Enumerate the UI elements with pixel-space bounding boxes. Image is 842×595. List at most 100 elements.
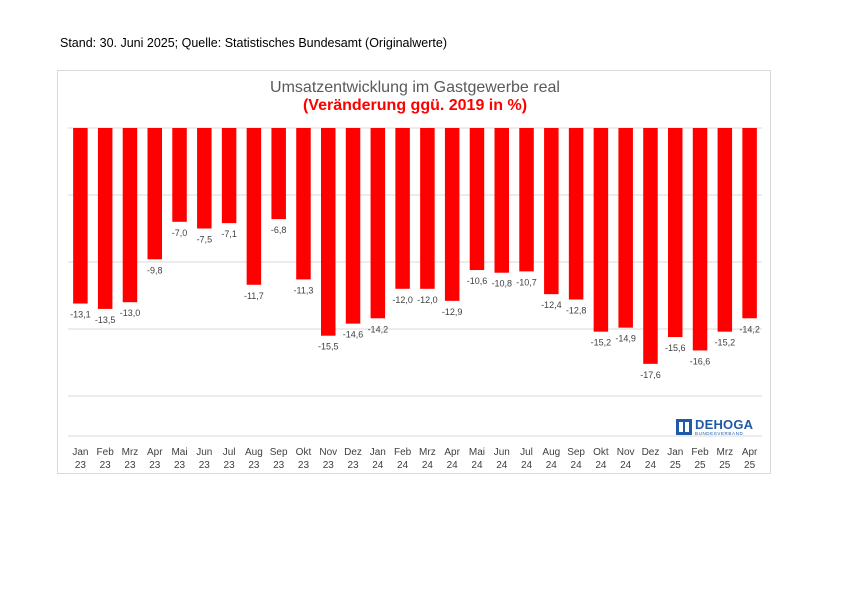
bar-mrz-23 [122, 128, 138, 303]
bar-jan-25 [668, 128, 683, 338]
x-tick-year: 24 [571, 460, 583, 471]
bar-apr-23 [147, 128, 162, 260]
data-label: -14,2 [368, 324, 389, 334]
data-label: -9,8 [147, 265, 163, 275]
bar-feb-24 [395, 128, 410, 289]
logo-subtitle: BUNDESVERBAND [695, 430, 744, 436]
bar-feb-23 [97, 128, 113, 309]
data-label: -10,8 [491, 279, 512, 289]
x-tick-month: Jun [494, 447, 510, 458]
data-label: -15,6 [665, 343, 686, 353]
bar-sep-23 [271, 128, 286, 220]
data-label: -16,6 [690, 356, 711, 366]
x-tick-month: Jun [196, 447, 212, 458]
x-tick-month: Aug [245, 447, 263, 458]
x-tick-year: 24 [546, 460, 558, 471]
x-tick-year: 24 [397, 460, 409, 471]
x-tick-month: Apr [444, 447, 460, 458]
x-tick-month: Sep [270, 447, 288, 458]
x-tick-year: 24 [521, 460, 533, 471]
bar-mai-24 [469, 128, 485, 271]
bar-dez-24 [643, 128, 658, 364]
x-tick-month: Apr [742, 447, 758, 458]
x-tick-year: 24 [422, 460, 434, 471]
x-tick-year: 23 [199, 460, 211, 471]
x-tick-year: 24 [645, 460, 657, 471]
x-tick-month: Mrz [122, 447, 139, 458]
x-tick-month: Nov [617, 447, 635, 458]
data-label: -11,3 [294, 285, 314, 295]
data-label: -13,1 [70, 310, 91, 320]
x-tick-month: Mrz [419, 447, 436, 458]
chart-area: Umsatzentwicklung im Gastgewerbe real (V… [57, 70, 771, 474]
data-label: -14,2 [739, 324, 760, 334]
x-tick-month: Dez [344, 447, 362, 458]
bar-sep-24 [568, 128, 584, 300]
bar-jul-24 [519, 128, 534, 272]
x-tick-month: Okt [296, 447, 312, 458]
data-label: -7,0 [172, 228, 188, 238]
source-note: Stand: 30. Juni 2025; Quelle: Statistisc… [60, 36, 448, 50]
x-tick-year: 23 [273, 460, 285, 471]
bar-okt-24 [593, 128, 609, 332]
data-label: -12,4 [541, 300, 562, 310]
x-tick-month: Sep [567, 447, 585, 458]
data-label: -14,6 [343, 330, 364, 340]
x-tick-year: 25 [744, 460, 756, 471]
data-label: -7,5 [197, 235, 213, 245]
x-tick-year: 23 [248, 460, 260, 471]
x-tick-year: 25 [694, 460, 706, 471]
x-tick-year: 24 [496, 460, 508, 471]
data-label: -6,8 [271, 225, 287, 235]
dehoga-logo: DEHOGA BUNDESVERBAND [676, 417, 753, 437]
bar-aug-23 [246, 128, 262, 285]
data-label: -15,5 [318, 342, 339, 352]
bar-mrz-24 [420, 128, 435, 289]
x-tick-year: 23 [100, 460, 112, 471]
x-tick-year: 23 [174, 460, 186, 471]
x-tick-month: Jan [72, 447, 88, 458]
x-tick-month: Feb [394, 447, 412, 458]
x-tick-month: Jan [370, 447, 386, 458]
x-tick-month: Mai [469, 447, 485, 458]
data-label: -10,6 [467, 276, 488, 286]
x-tick-year: 23 [149, 460, 161, 471]
x-tick-year: 23 [75, 460, 87, 471]
bar-apr-24 [444, 128, 460, 301]
data-label: -13,0 [120, 308, 141, 318]
data-label: -11,7 [244, 291, 264, 301]
data-label: -12,8 [566, 306, 587, 316]
data-label: -7,1 [221, 229, 237, 239]
x-tick-year: 25 [670, 460, 682, 471]
x-tick-year: 24 [372, 460, 384, 471]
x-tick-month: Apr [147, 447, 163, 458]
x-tick-year: 24 [595, 460, 607, 471]
x-tick-year: 24 [447, 460, 459, 471]
x-tick-month: Mrz [716, 447, 733, 458]
chart-title: Umsatzentwicklung im Gastgewerbe real [270, 79, 560, 96]
x-tick-year: 23 [323, 460, 335, 471]
x-tick-year: 23 [224, 460, 236, 471]
bar-mai-23 [172, 128, 187, 222]
x-tick-month: Jul [223, 447, 236, 458]
x-tick-month: Feb [691, 447, 709, 458]
bar-jan-23 [73, 128, 88, 304]
x-tick-month: Aug [542, 447, 560, 458]
x-tick-month: Feb [97, 447, 115, 458]
x-tick-year: 23 [347, 460, 359, 471]
bar-jun-24 [494, 128, 509, 273]
bar-chart-plot: -13,1 Jan 23 -13,5 Feb 23 -13,0 Mrz 23 -9,8 Apr 23 -… [68, 127, 762, 471]
data-label: -14,9 [615, 334, 636, 344]
data-label: -17,6 [640, 370, 661, 380]
x-tick-month: Okt [593, 447, 609, 458]
x-tick-year: 23 [298, 460, 310, 471]
data-label: -12,0 [417, 295, 438, 305]
bar-feb-25 [692, 128, 708, 351]
x-tick-month: Dez [642, 447, 660, 458]
bar-jan-24 [370, 128, 386, 319]
x-tick-year: 25 [719, 460, 731, 471]
data-label: -15,2 [715, 338, 736, 348]
logo-name: DEHOGA [695, 416, 754, 432]
bar-jun-23 [197, 128, 212, 229]
data-label: -13,5 [95, 315, 116, 325]
